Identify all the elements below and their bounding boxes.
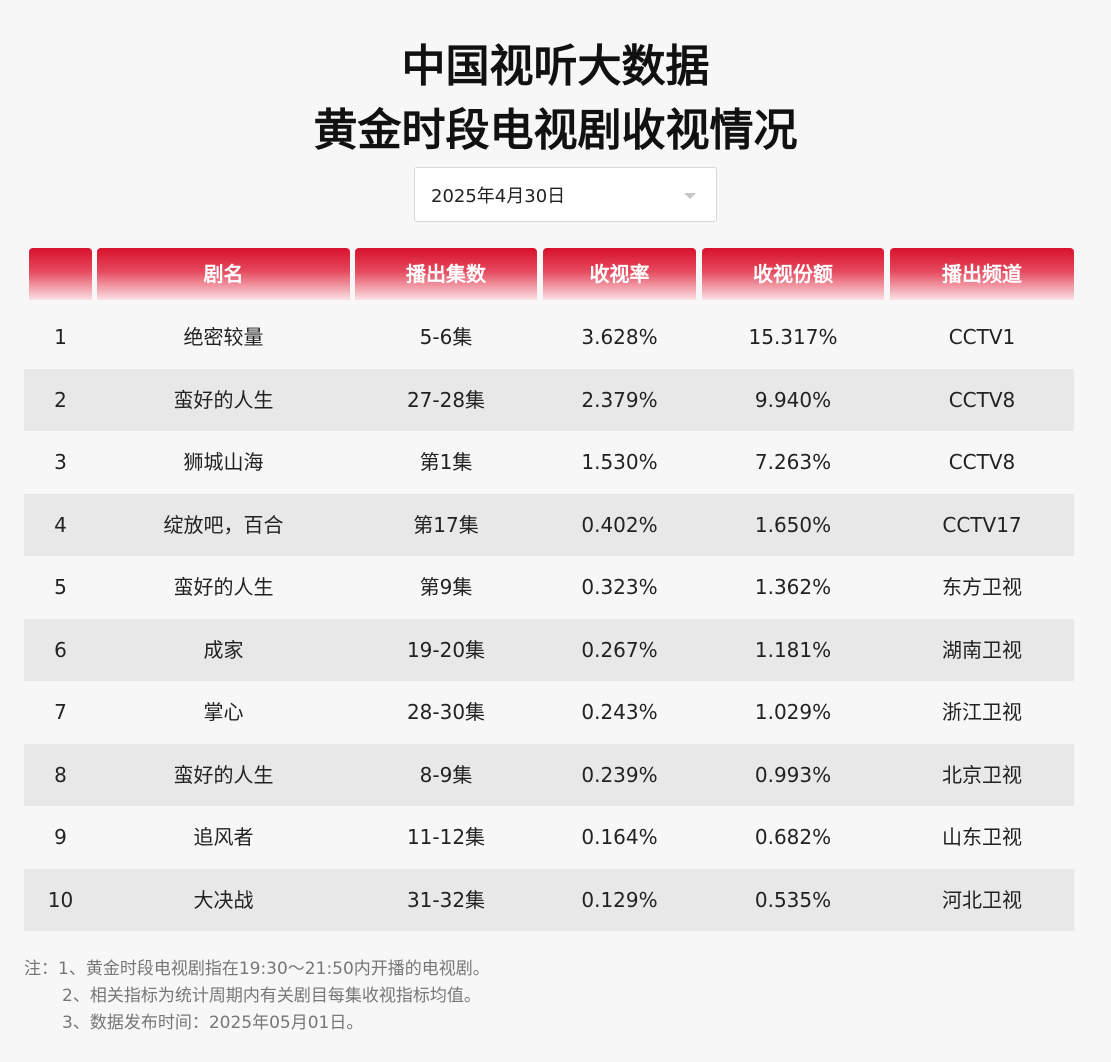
cell-share: 1.181%	[754, 638, 832, 662]
table-row: 3 狮城山海 第1集 1.530% 7.263% CCTV8	[24, 431, 1074, 493]
cell-episodes: 第1集	[419, 450, 473, 474]
cell-name: 绽放吧，百合	[163, 513, 284, 537]
cell-name: 成家	[203, 638, 244, 662]
cell-name: 蛮好的人生	[173, 763, 274, 787]
cell-rating: 0.402%	[581, 513, 658, 537]
cell-channel: 浙江卫视	[942, 700, 1022, 724]
cell-rank: 6	[54, 638, 67, 662]
cell-rank: 10	[47, 888, 74, 912]
cell-share: 15.317%	[748, 325, 838, 349]
header-rank	[29, 248, 92, 300]
cell-share: 1.650%	[754, 513, 832, 537]
cell-rating: 1.530%	[581, 450, 658, 474]
cell-share: 1.362%	[754, 575, 832, 599]
table-row: 7 掌心 28-30集 0.243% 1.029% 浙江卫视	[24, 681, 1074, 743]
date-dropdown[interactable]: 2025年4月30日	[414, 167, 717, 222]
cell-name: 掌心	[203, 700, 244, 724]
cell-name: 狮城山海	[183, 450, 264, 474]
cell-channel: CCTV8	[948, 388, 1016, 412]
cell-rating: 3.628%	[581, 325, 658, 349]
cell-episodes: 31-32集	[406, 888, 486, 912]
cell-rating: 0.239%	[581, 763, 658, 787]
cell-episodes: 第17集	[413, 513, 479, 537]
cell-rating: 0.129%	[581, 888, 658, 912]
table-row: 6 成家 19-20集 0.267% 1.181% 湖南卫视	[24, 619, 1074, 681]
cell-channel: 北京卫视	[942, 763, 1022, 787]
cell-channel: 河北卫视	[942, 888, 1022, 912]
cell-share: 1.029%	[754, 700, 832, 724]
header-rating: 收视率	[543, 248, 696, 300]
cell-channel: CCTV8	[948, 450, 1016, 474]
table-row: 10 大决战 31-32集 0.129% 0.535% 河北卫视	[24, 869, 1074, 931]
table-row: 5 蛮好的人生 第9集 0.323% 1.362% 东方卫视	[24, 556, 1074, 618]
cell-episodes: 19-20集	[406, 638, 486, 662]
cell-share: 0.993%	[754, 763, 832, 787]
header-share: 收视份额	[702, 248, 884, 300]
cell-rating: 0.243%	[581, 700, 658, 724]
table-row: 9 追风者 11-12集 0.164% 0.682% 山东卫视	[24, 806, 1074, 868]
table-row: 8 蛮好的人生 8-9集 0.239% 0.993% 北京卫视	[24, 744, 1074, 806]
cell-share: 9.940%	[754, 388, 832, 412]
footnote-2: 2、相关指标为统计周期内有关剧目每集收视指标均值。	[62, 986, 481, 1006]
table-row: 2 蛮好的人生 27-28集 2.379% 9.940% CCTV8	[24, 369, 1074, 431]
cell-rank: 9	[54, 825, 67, 849]
footnotes: 注：1、黄金时段电视剧指在19:30～21:50内开播的电视剧。 2、相关指标为…	[24, 956, 490, 1037]
header-channel: 播出频道	[890, 248, 1074, 300]
cell-name: 蛮好的人生	[173, 575, 274, 599]
footnote-1: 注：1、黄金时段电视剧指在19:30～21:50内开播的电视剧。	[24, 959, 490, 979]
cell-channel: 山东卫视	[942, 825, 1022, 849]
cell-rank: 4	[54, 513, 67, 537]
cell-rating: 0.164%	[581, 825, 658, 849]
header-name: 剧名	[97, 248, 350, 300]
header-episodes: 播出集数	[355, 248, 537, 300]
cell-rank: 2	[54, 388, 67, 412]
cell-rating: 0.267%	[581, 638, 658, 662]
cell-channel: CCTV17	[942, 513, 1022, 537]
date-dropdown-value: 2025年4月30日	[431, 185, 566, 207]
cell-episodes: 第9集	[419, 575, 473, 599]
cell-share: 7.263%	[754, 450, 832, 474]
cell-episodes: 8-9集	[419, 763, 473, 787]
cell-name: 绝密较量	[183, 325, 264, 349]
cell-rating: 2.379%	[581, 388, 658, 412]
cell-name: 大决战	[193, 888, 254, 912]
cell-name: 蛮好的人生	[173, 388, 274, 412]
cell-rank: 5	[54, 575, 67, 599]
cell-channel: 湖南卫视	[942, 638, 1022, 662]
cell-rank: 1	[54, 325, 67, 349]
cell-rating: 0.323%	[581, 575, 658, 599]
cell-share: 0.535%	[754, 888, 832, 912]
cell-episodes: 5-6集	[419, 325, 473, 349]
page-title-line1: 中国视听大数据	[401, 41, 710, 92]
cell-episodes: 28-30集	[406, 700, 486, 724]
page-title-line2: 黄金时段电视剧收视情况	[313, 105, 798, 156]
chevron-down-icon[interactable]	[684, 193, 696, 199]
table-row: 4 绽放吧，百合 第17集 0.402% 1.650% CCTV17	[24, 494, 1074, 556]
cell-episodes: 11-12集	[406, 825, 486, 849]
cell-rank: 8	[54, 763, 67, 787]
cell-rank: 3	[54, 450, 67, 474]
cell-name: 追风者	[193, 825, 254, 849]
cell-channel: CCTV1	[948, 325, 1016, 349]
cell-rank: 7	[54, 700, 67, 724]
table-row: 1 绝密较量 5-6集 3.628% 15.317% CCTV1	[24, 306, 1074, 368]
footnote-3: 3、数据发布时间：2025年05月01日。	[62, 1013, 364, 1033]
cell-episodes: 27-28集	[406, 388, 486, 412]
cell-share: 0.682%	[754, 825, 832, 849]
cell-channel: 东方卫视	[942, 575, 1022, 599]
